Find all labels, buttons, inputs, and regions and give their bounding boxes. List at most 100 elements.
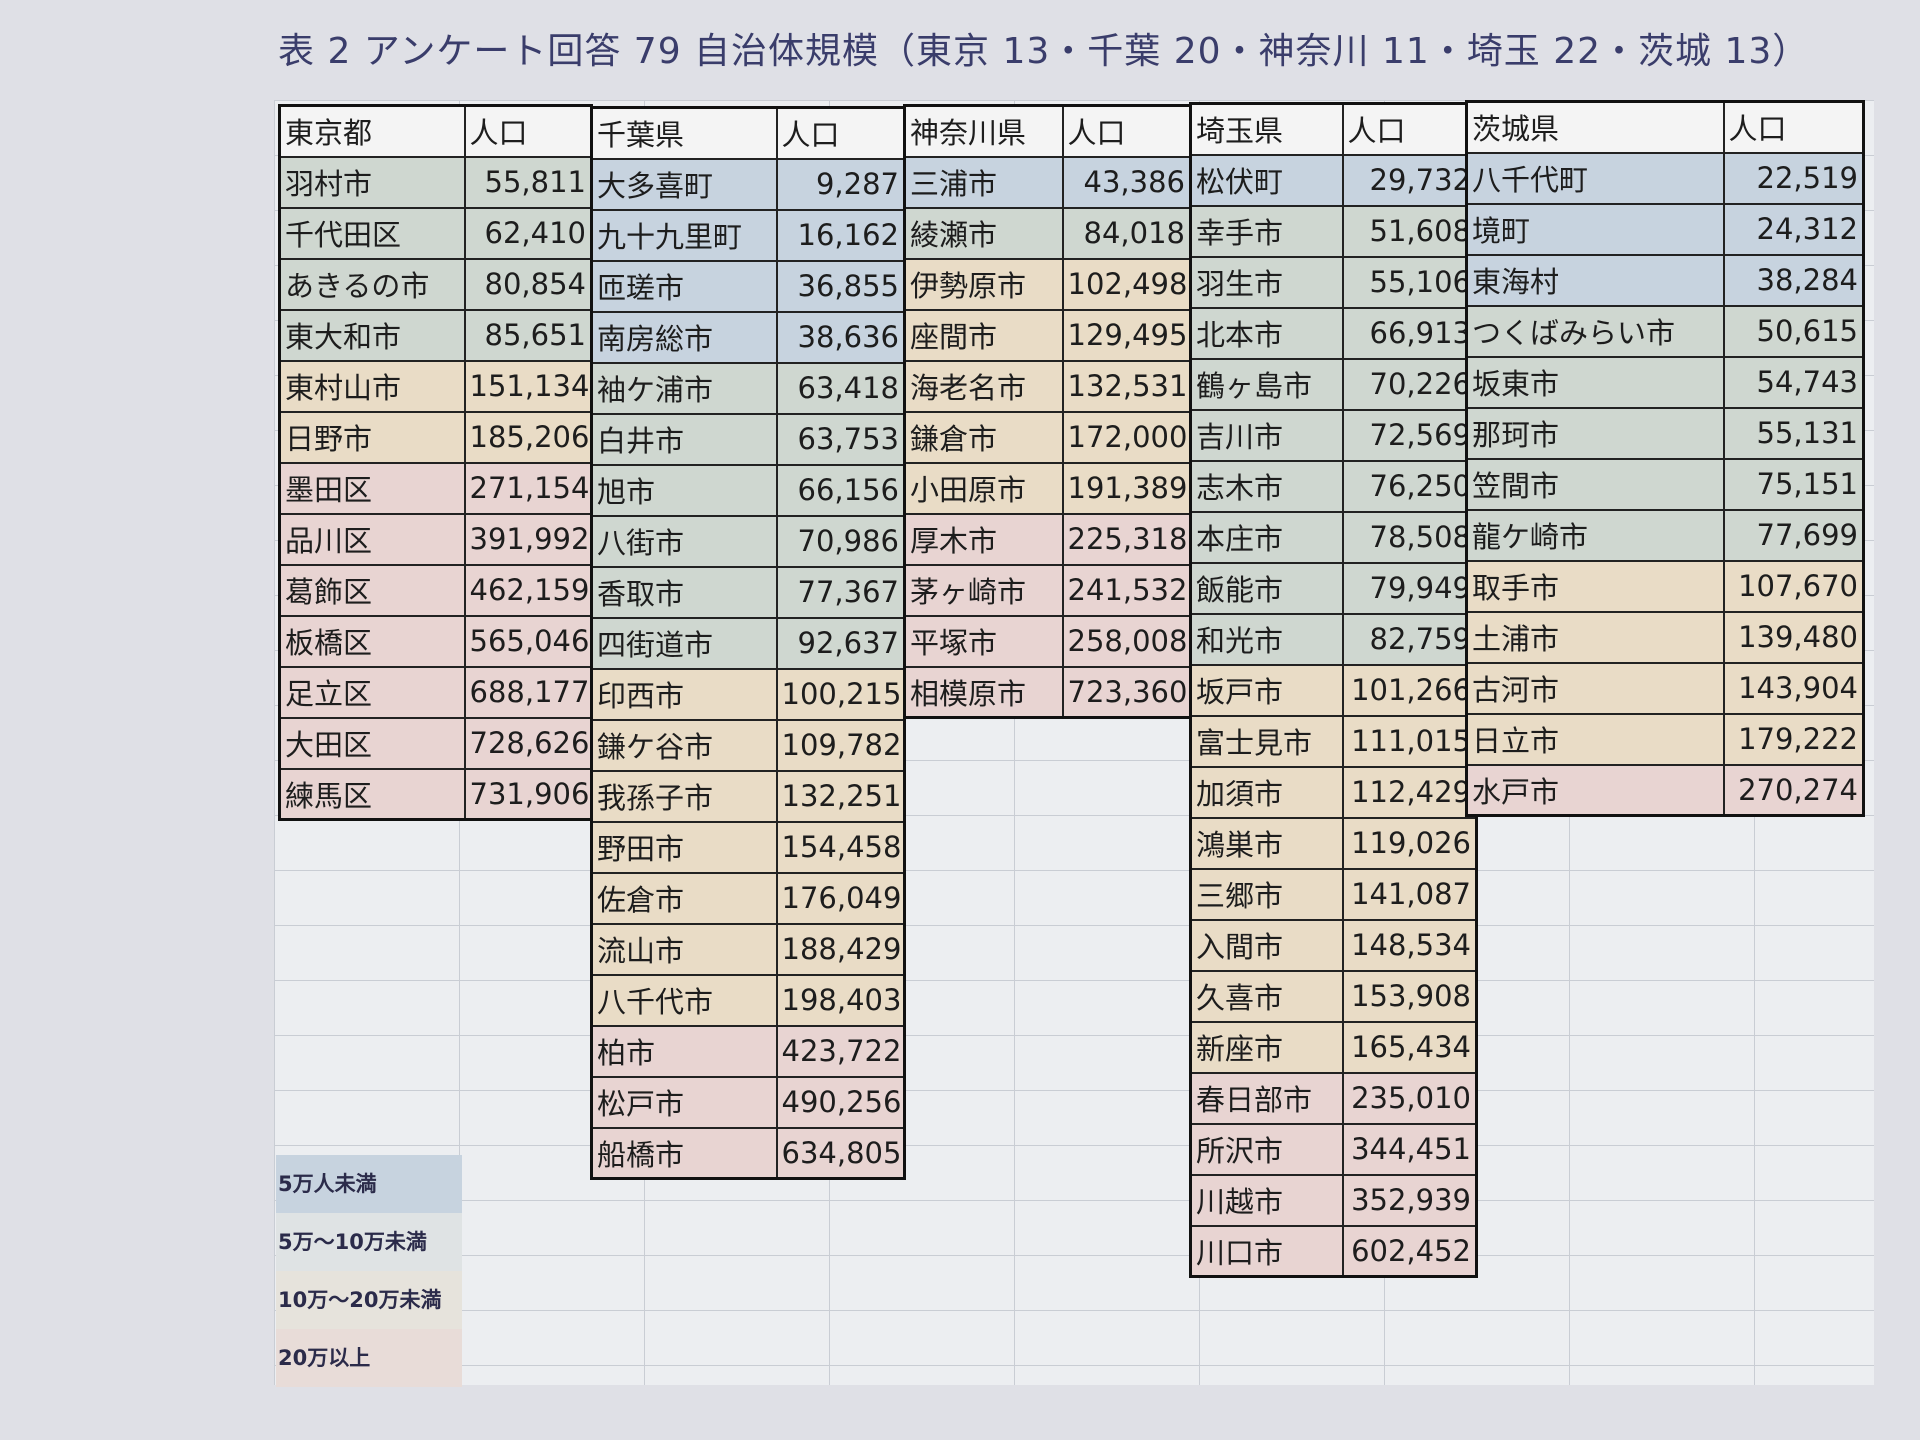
column-header-population: 人口: [1061, 104, 1192, 158]
population-cell: 111,015: [1341, 714, 1478, 768]
municipality-name-cell: 新座市: [1189, 1020, 1344, 1074]
table-row: 新座市 165,434: [1189, 1020, 1478, 1074]
population-cell: 235,010: [1341, 1071, 1478, 1125]
municipality-name-cell: 日野市: [278, 410, 466, 464]
municipality-name-cell: 川口市: [1189, 1224, 1344, 1278]
table-row: 日野市 185,206: [278, 410, 593, 464]
municipality-name-cell: 我孫子市: [590, 769, 778, 823]
population-cell: 16,162: [775, 208, 906, 262]
municipality-name-cell: 笠間市: [1465, 457, 1725, 511]
municipality-name-cell: 野田市: [590, 820, 778, 874]
municipality-name-cell: 那珂市: [1465, 406, 1725, 460]
population-cell: 191,389: [1061, 461, 1192, 515]
municipality-name-cell: 茅ヶ崎市: [903, 563, 1064, 617]
municipality-name-cell: 取手市: [1465, 559, 1725, 613]
municipality-name-cell: 伊勢原市: [903, 257, 1064, 311]
population-cell: 129,495: [1061, 308, 1192, 362]
population-cell: 462,159: [463, 563, 593, 617]
population-cell: 43,386: [1061, 155, 1192, 209]
table-row: 印西市 100,215: [590, 667, 906, 721]
municipality-name-cell: 水戸市: [1465, 763, 1725, 817]
table-row: 本庄市 78,508: [1189, 510, 1478, 564]
table-row: 品川区 391,992: [278, 512, 593, 566]
municipality-name-cell: 板橋区: [278, 614, 466, 668]
population-cell: 119,026: [1341, 816, 1478, 870]
table-row: 流山市 188,429: [590, 922, 906, 976]
municipality-name-cell: 南房総市: [590, 310, 778, 364]
population-cell: 198,403: [775, 973, 906, 1027]
table-row: 東海村 38,284: [1465, 253, 1865, 307]
column-header-population: 人口: [1722, 100, 1865, 154]
table-body: 大多喜町 9,287 九十九里町 16,162 匝瑳市 36,855 南房総市 38,636 袖…: [590, 157, 906, 1180]
population-cell: 151,134: [463, 359, 593, 413]
population-cell: 172,000: [1061, 410, 1192, 464]
municipality-name-cell: 入間市: [1189, 918, 1344, 972]
population-cell: 55,106: [1341, 255, 1478, 309]
municipality-name-cell: 匝瑳市: [590, 259, 778, 313]
table-kanagawa: 神奈川県 人口 三浦市 43,386 綾瀬市 84,018 伊勢原市 102,498 座間市…: [903, 104, 1192, 719]
municipality-name-cell: 船橋市: [590, 1126, 778, 1180]
table-row: 白井市 63,753: [590, 412, 906, 466]
population-cell: 112,429: [1341, 765, 1478, 819]
municipality-name-cell: 大田区: [278, 716, 466, 770]
column-header-prefecture: 茨城県: [1465, 100, 1725, 154]
municipality-name-cell: 四街道市: [590, 616, 778, 670]
table-row: 日立市 179,222: [1465, 712, 1865, 766]
municipality-name-cell: 足立区: [278, 665, 466, 719]
table-row: 大多喜町 9,287: [590, 157, 906, 211]
population-cell: 79,949: [1341, 561, 1478, 615]
population-cell: 728,626: [463, 716, 593, 770]
table-row: 野田市 154,458: [590, 820, 906, 874]
table-row: 所沢市 344,451: [1189, 1122, 1478, 1176]
municipality-name-cell: あきるの市: [278, 257, 466, 311]
table-row: あきるの市 80,854: [278, 257, 593, 311]
table-tokyo: 東京都 人口 羽村市 55,811 千代田区 62,410 あきるの市 80,854 東大和…: [278, 104, 593, 821]
table-row: 加須市 112,429: [1189, 765, 1478, 819]
municipality-name-cell: 九十九里町: [590, 208, 778, 262]
municipality-name-cell: 春日部市: [1189, 1071, 1344, 1125]
municipality-name-cell: 三郷市: [1189, 867, 1344, 921]
municipality-name-cell: 和光市: [1189, 612, 1344, 666]
municipality-name-cell: 北本市: [1189, 306, 1344, 360]
population-cell: 78,508: [1341, 510, 1478, 564]
municipality-name-cell: 座間市: [903, 308, 1064, 362]
table-row: 吉川市 72,569: [1189, 408, 1478, 462]
table-row: 古河市 143,904: [1465, 661, 1865, 715]
table-row: 松戸市 490,256: [590, 1075, 906, 1129]
municipality-name-cell: 加須市: [1189, 765, 1344, 819]
table-row: 川越市 352,939: [1189, 1173, 1478, 1227]
municipality-name-cell: つくばみらい市: [1465, 304, 1725, 358]
column-header-population: 人口: [775, 106, 906, 160]
column-header-prefecture: 埼玉県: [1189, 102, 1344, 156]
municipality-name-cell: 羽村市: [278, 155, 466, 209]
population-cell: 85,651: [463, 308, 593, 362]
table-row: 八街市 70,986: [590, 514, 906, 568]
population-cell: 723,360: [1061, 665, 1192, 719]
table-row: 松伏町 29,732: [1189, 153, 1478, 207]
population-cell: 76,250: [1341, 459, 1478, 513]
municipality-name-cell: 所沢市: [1189, 1122, 1344, 1176]
municipality-name-cell: 川越市: [1189, 1173, 1344, 1227]
table-row: 平塚市 258,008: [903, 614, 1192, 668]
table-body: 羽村市 55,811 千代田区 62,410 あきるの市 80,854 東大和市 85,651…: [278, 155, 593, 821]
table-row: 東大和市 85,651: [278, 308, 593, 362]
table-row: 綾瀬市 84,018: [903, 206, 1192, 260]
municipality-name-cell: 幸手市: [1189, 204, 1344, 258]
municipality-name-cell: 東海村: [1465, 253, 1725, 307]
municipality-name-cell: 白井市: [590, 412, 778, 466]
population-cell: 50,615: [1722, 304, 1865, 358]
population-cell: 139,480: [1722, 610, 1865, 664]
population-cell: 77,367: [775, 565, 906, 619]
municipality-name-cell: 東村山市: [278, 359, 466, 413]
population-cell: 241,532: [1061, 563, 1192, 617]
legend-item: 5万人未満: [276, 1155, 462, 1213]
population-cell: 143,904: [1722, 661, 1865, 715]
population-cell: 141,087: [1341, 867, 1478, 921]
municipality-name-cell: 龍ケ崎市: [1465, 508, 1725, 562]
population-cell: 132,251: [775, 769, 906, 823]
municipality-name-cell: 葛飾区: [278, 563, 466, 617]
table-row: 春日部市 235,010: [1189, 1071, 1478, 1125]
municipality-name-cell: 志木市: [1189, 459, 1344, 513]
population-cell: 176,049: [775, 871, 906, 925]
table-saitama: 埼玉県 人口 松伏町 29,732 幸手市 51,608 羽生市 55,106 北本市 66,…: [1189, 102, 1478, 1278]
